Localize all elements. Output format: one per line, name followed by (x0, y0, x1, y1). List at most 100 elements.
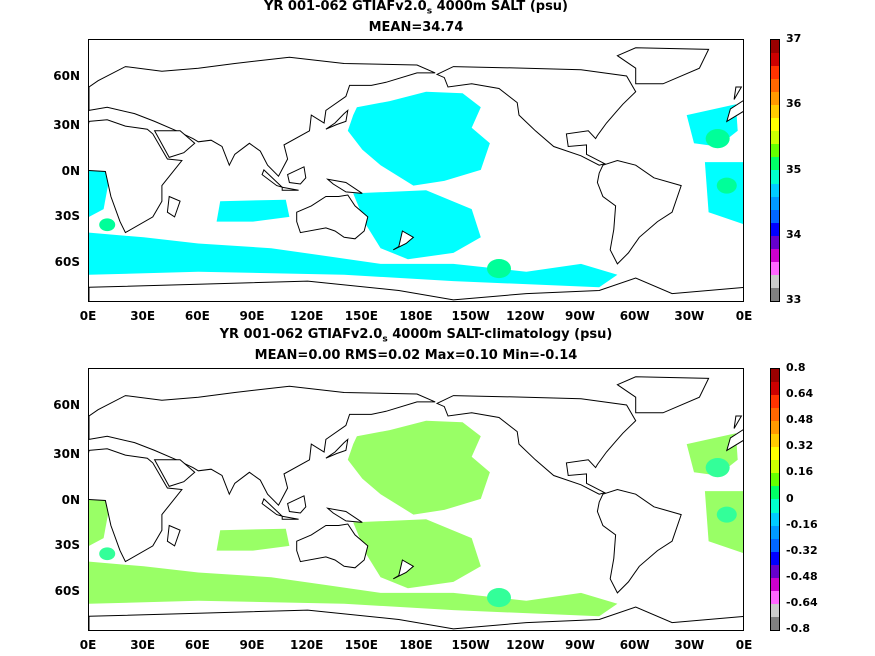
colorbar-swatch (771, 261, 779, 275)
lon-label: 60E (184, 309, 210, 323)
map-plot-top (88, 39, 744, 302)
coastline (89, 448, 183, 563)
coastline (166, 524, 181, 547)
colorbar-label: 34 (786, 227, 802, 241)
colorbar-swatch (771, 66, 779, 80)
colorbar-swatch (771, 499, 779, 513)
colorbar-swatch (771, 131, 779, 145)
colorbar-swatch (771, 274, 779, 288)
lon-label: 180E (399, 638, 433, 652)
coastline (89, 385, 436, 507)
accent-region (487, 258, 511, 279)
colorbar-label: 0.8 (786, 361, 806, 374)
coastline (153, 459, 196, 488)
colorbar-swatch (771, 421, 779, 435)
colorbar-label: 0.32 (786, 439, 814, 453)
lon-label: 150W (451, 638, 490, 652)
coastline (296, 194, 369, 240)
data-region (704, 162, 743, 225)
data-region (216, 528, 290, 551)
colorbar-label: 36 (786, 97, 802, 111)
lon-label: 60W (619, 638, 650, 652)
colorbar-swatch (771, 40, 779, 54)
colorbar-label: -0.16 (786, 517, 818, 531)
coastline (89, 277, 743, 301)
lon-label: 30E (130, 638, 156, 652)
lon-label: 180E (399, 309, 433, 323)
lon-label: 90E (239, 309, 265, 323)
colorbar-swatch (771, 196, 779, 210)
data-region (89, 162, 111, 217)
colorbar-swatch (771, 382, 779, 396)
lat-label: 30N (53, 118, 80, 132)
colorbar-swatch (771, 287, 779, 301)
data-region (216, 199, 290, 222)
lat-label: 60N (53, 69, 80, 83)
data-region (347, 91, 490, 186)
coastline (89, 56, 436, 178)
coastline (325, 438, 349, 459)
coastline (261, 498, 283, 517)
colorbar-label: -0.64 (786, 595, 818, 609)
colorbar-label: -0.48 (786, 569, 818, 583)
data-region (347, 420, 490, 515)
colorbar-swatch (771, 53, 779, 67)
coastline (261, 169, 283, 188)
lat-label: 0N (61, 493, 80, 507)
lat-label: 30S (54, 209, 80, 223)
coastline (725, 100, 743, 123)
colorbar-swatch (771, 551, 779, 565)
lon-label: 0E (735, 309, 753, 323)
colorbar-label: 0 (786, 491, 794, 505)
lat-label: 0N (61, 164, 80, 178)
colorbar-swatch (771, 157, 779, 171)
coastline (281, 186, 299, 191)
colorbar-swatch (771, 590, 779, 604)
colorbar-swatch (771, 92, 779, 106)
data-region (353, 190, 481, 260)
colorbar-swatch (771, 105, 779, 119)
map-canvas (89, 47, 743, 301)
coastline (435, 66, 637, 166)
lon-label: 90E (239, 638, 265, 652)
colorbar-swatch (771, 144, 779, 158)
colorbar-swatch (771, 538, 779, 552)
lon-label: 0E (79, 309, 97, 323)
coastline (733, 415, 743, 429)
lat-label: 30N (53, 447, 80, 461)
colorbar-swatch (771, 434, 779, 448)
colorbar-swatch (771, 118, 779, 132)
lat-label: 60S (54, 584, 80, 598)
colorbar-swatch (771, 408, 779, 422)
colorbar-label: 37 (786, 32, 802, 45)
map-plot-bottom (88, 368, 744, 631)
coastline (287, 166, 307, 185)
lat-label: 30S (54, 538, 80, 552)
map-canvas (89, 376, 743, 630)
coastline (281, 515, 299, 520)
colorbar-swatch (771, 512, 779, 526)
colorbar-swatch (771, 235, 779, 249)
coastline (89, 119, 183, 234)
panel-stats-bottom: MEAN=0.00 RMS=0.02 Max=0.10 Min=-0.14 (254, 348, 578, 363)
lon-label: 60E (184, 638, 210, 652)
lon-label: 0E (79, 638, 97, 652)
accent-region (99, 547, 116, 561)
lon-label: 120W (506, 638, 545, 652)
lon-label: 150E (344, 638, 378, 652)
colorbar-swatch (771, 473, 779, 487)
colorbar-swatch (771, 248, 779, 262)
colorbar-swatch (771, 486, 779, 500)
colorbar-swatch (771, 395, 779, 409)
lon-label: 30W (674, 638, 705, 652)
colorbar-label: 35 (786, 162, 802, 176)
colorbar-swatch (771, 183, 779, 197)
accent-region (716, 177, 737, 194)
coastline (616, 47, 710, 85)
lon-label: 60W (619, 309, 650, 323)
colorbar-label: 0.64 (786, 387, 814, 401)
colorbar-swatch (771, 209, 779, 223)
colorbar-label: -0.32 (786, 543, 818, 557)
coastline (393, 230, 415, 251)
lon-label: 30E (130, 309, 156, 323)
